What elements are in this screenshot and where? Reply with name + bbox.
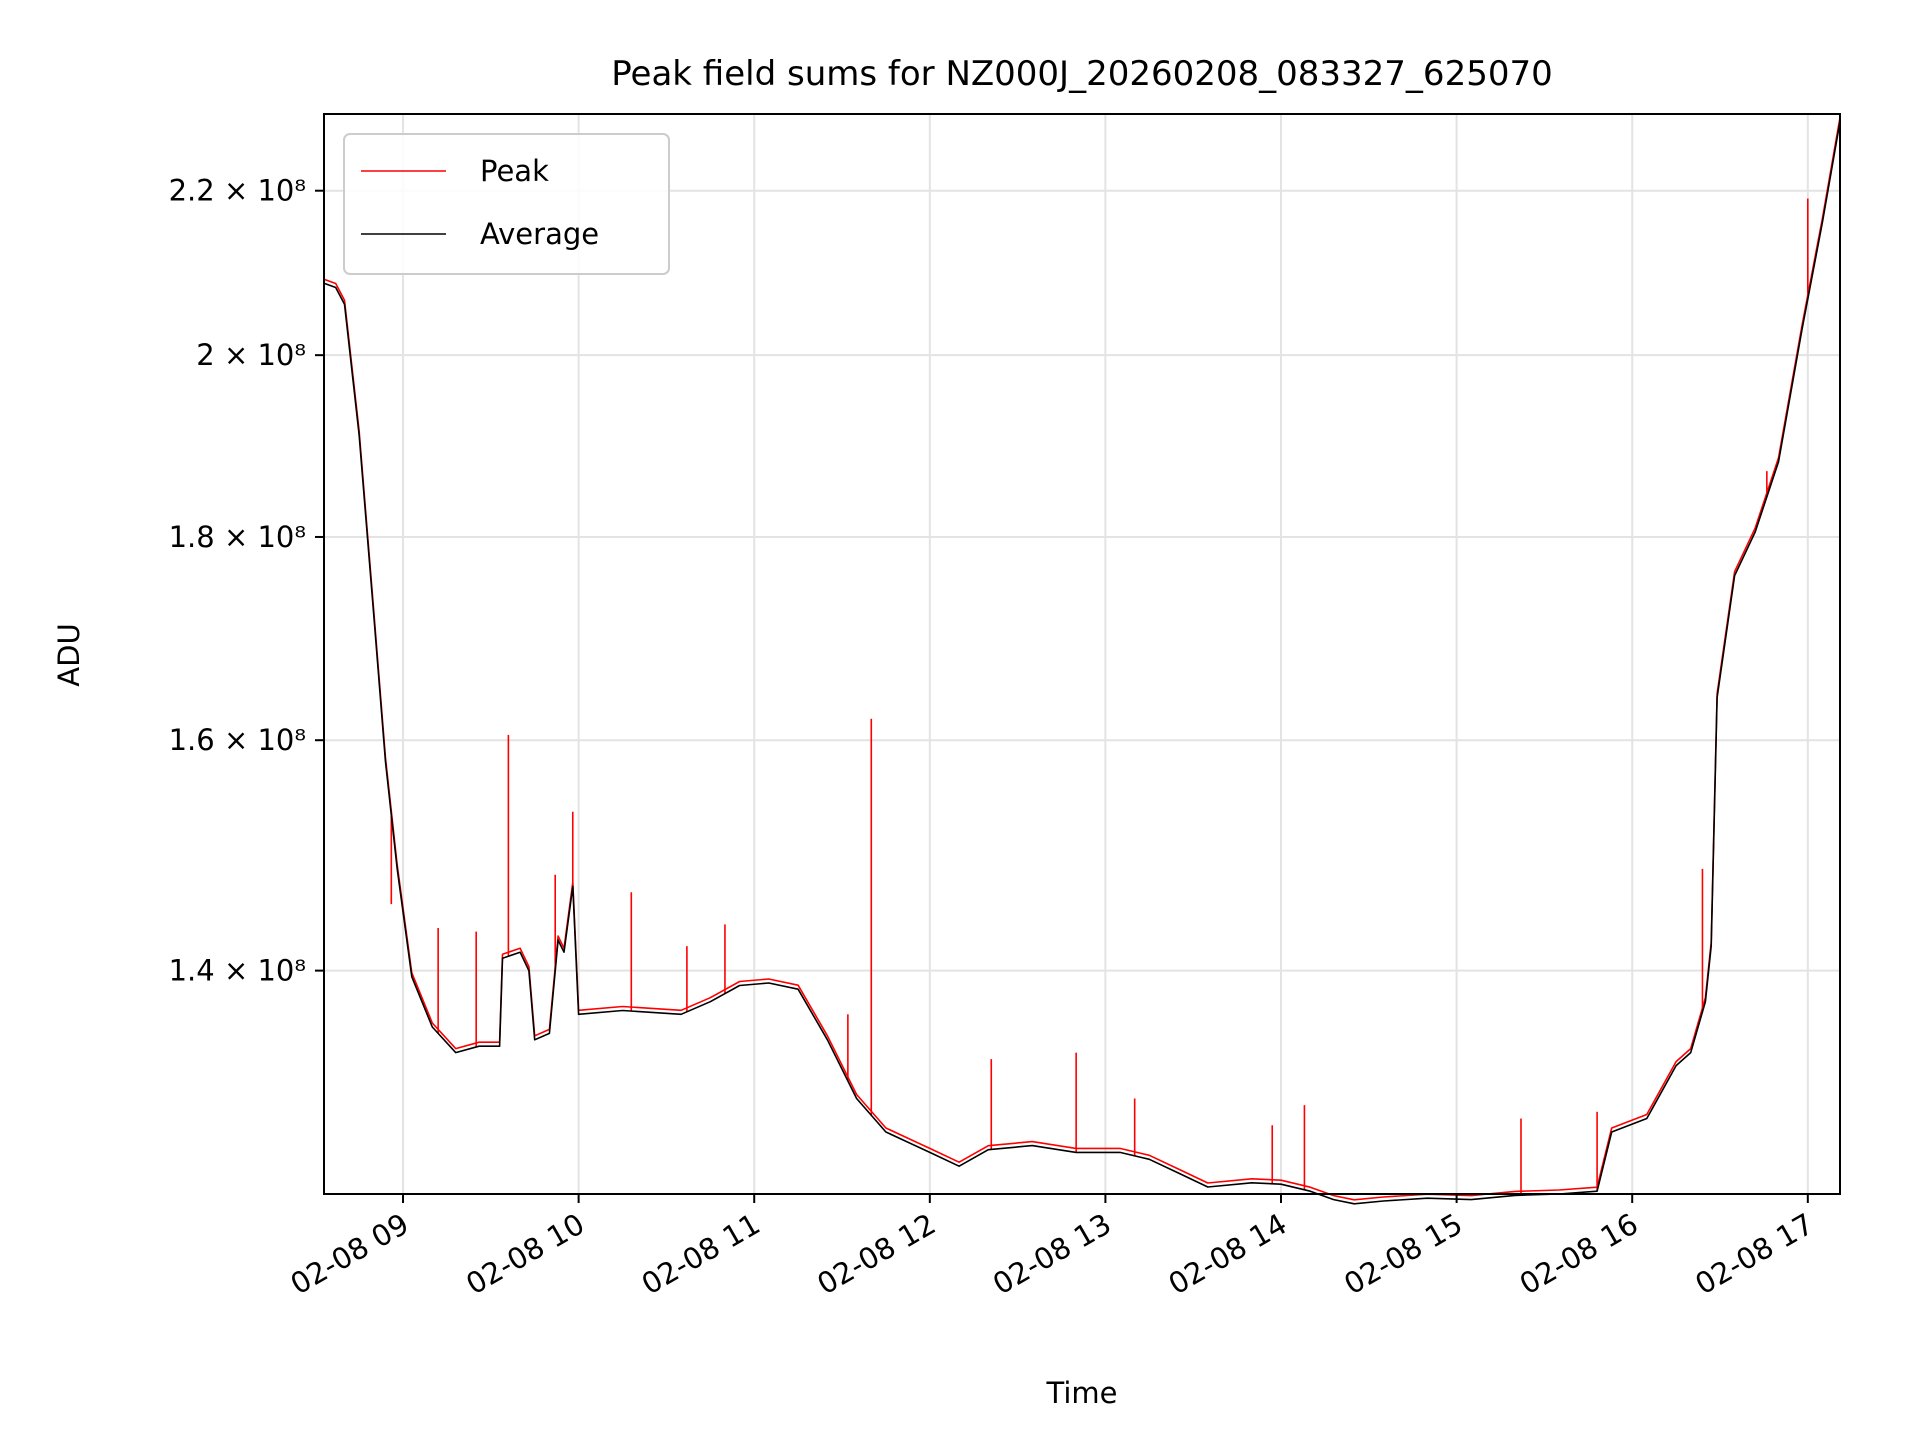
legend-box [343,133,670,275]
chart-title: Peak field sums for NZ000J_20260208_0833… [611,54,1552,94]
y-axis-label: ADU [52,623,86,686]
y-tick-label: 1.4 × 10⁸ [169,954,306,988]
plot-lines [323,117,1841,1205]
legend-average-label: Average [480,217,599,251]
legend: Peak Average [343,133,670,275]
y-tick-label: 1.6 × 10⁸ [169,723,306,757]
x-axis-label: Time [1046,1376,1118,1410]
plot-frame [323,113,1841,1195]
legend-peak-label: Peak [480,154,549,188]
average-series-line [323,121,1841,1205]
grid-lines [324,114,1840,1194]
y-tick-label: 2 × 10⁸ [196,338,306,372]
y-tick-label: 1.8 × 10⁸ [169,520,306,554]
y-tick-label: 2.2 × 10⁸ [169,174,306,208]
peak-series-line [323,117,1841,1201]
